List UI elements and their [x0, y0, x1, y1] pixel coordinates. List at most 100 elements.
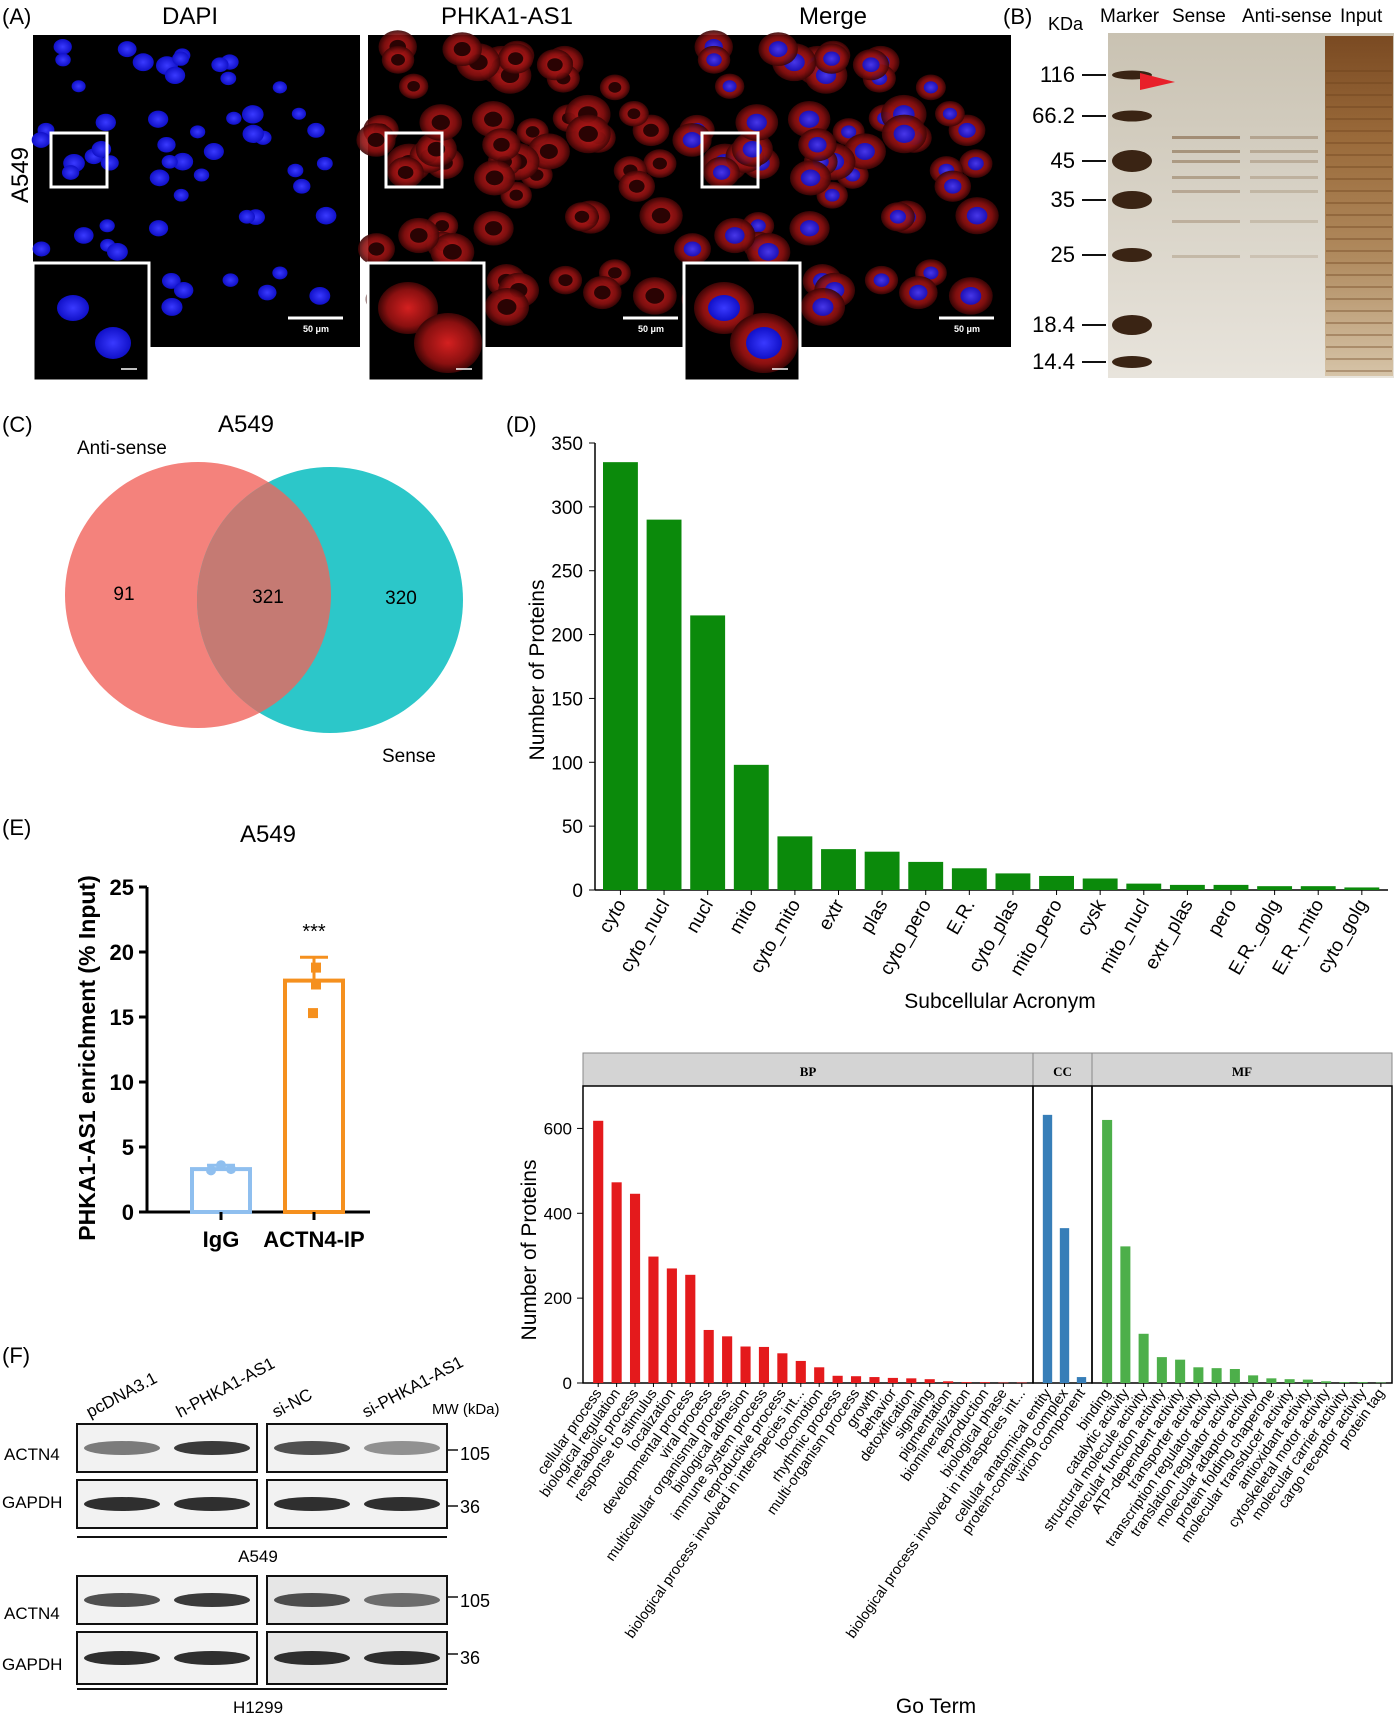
chart-e-significance: *** [302, 921, 326, 943]
go-bar [1076, 1377, 1087, 1383]
go-y-tick-label: 0 [563, 1374, 572, 1393]
panel-label-e: (E) [2, 815, 31, 840]
go-bar [1042, 1114, 1053, 1383]
cell-nucleus [967, 156, 984, 171]
gel-band-input [1326, 142, 1392, 144]
go-facet-label: CC [1053, 1064, 1072, 1079]
chart-e-y-tick-label: 0 [122, 1200, 134, 1225]
chart-d-bar [1300, 886, 1336, 890]
gel-band-input [1326, 214, 1392, 216]
gel-band-sample [1172, 176, 1240, 179]
cell-nucleus [706, 53, 722, 67]
cell-nucleus-dark [397, 165, 414, 179]
chart-d-bar [1213, 884, 1249, 890]
gel-band-input [1326, 82, 1392, 84]
western-band [364, 1497, 440, 1511]
inset-nucleus [95, 327, 131, 359]
cell-nucleus-dark [509, 189, 523, 201]
cell-nucleus-dark [651, 207, 671, 224]
wb-lane-si-nc: si-NC [269, 1385, 315, 1422]
gel-marker-label: 14.4 [1032, 349, 1075, 374]
cell-nucleus [923, 81, 939, 94]
cell-nucleus [958, 122, 976, 138]
cell-nucleus [315, 206, 337, 225]
cell-nucleus [841, 125, 857, 139]
cell-nucleus [683, 241, 702, 257]
cell-nucleus [942, 107, 958, 120]
lane-label-sense: Sense [1172, 6, 1226, 27]
cell-nucleus-dark [652, 157, 667, 170]
gel-band-input [1326, 250, 1392, 252]
cell-nucleus [862, 57, 880, 73]
go-facet-frame [1091, 1085, 1393, 1384]
wb-protein-actn4-a549: ACTN4 [4, 1445, 60, 1464]
go-bar [758, 1346, 770, 1383]
chart-d-bar [1039, 875, 1074, 890]
cell-nucleus [854, 142, 875, 161]
gel-band-sample [1250, 160, 1318, 163]
chart-e-title: A549 [240, 821, 296, 848]
cell-nucleus [909, 284, 928, 301]
go-bar [795, 1360, 806, 1383]
cell-nucleus [61, 165, 80, 180]
chart-d-y-tick-label: 300 [551, 498, 583, 519]
wb-mw-label: MW (kDa) [432, 1401, 500, 1418]
go-facet-label: MF [1232, 1064, 1252, 1079]
cell-nucleus [95, 113, 116, 132]
venn-label-sense: Sense [382, 746, 436, 767]
go-bar [869, 1377, 880, 1383]
micrograph-dapi: 50 μm [31, 35, 360, 383]
cell-nucleus-dark [608, 267, 622, 279]
cell-nucleus-dark [628, 179, 645, 193]
gel-band-input [1326, 322, 1392, 324]
go-bar [979, 1382, 991, 1383]
gel-band-sample [1172, 136, 1240, 139]
cell-nucleus [768, 41, 788, 58]
cell-nucleus-dark [484, 221, 503, 236]
cell-nucleus [172, 51, 190, 66]
cell-nucleus [220, 71, 237, 86]
gel-lane-input [1325, 36, 1393, 376]
go-bar [1339, 1382, 1350, 1383]
wb-mw-36-h1299: 36 [460, 1648, 480, 1668]
chart-e-y-tick-label: 15 [110, 1005, 134, 1030]
go-bar [814, 1367, 825, 1383]
lane-label-input: Input [1340, 6, 1383, 27]
go-bar [1302, 1379, 1313, 1383]
chart-e-y-tick-label: 25 [110, 875, 134, 900]
cell-nucleus [808, 136, 827, 153]
gel-band-input [1326, 94, 1392, 96]
venn-count-sense-only: 320 [385, 588, 417, 609]
gel-band-input [1326, 334, 1392, 336]
chart-d-y-tick-label: 200 [551, 626, 583, 647]
cell-nucleus [722, 80, 737, 93]
go-bar [740, 1346, 751, 1383]
cell-nucleus [211, 57, 229, 73]
western-band [274, 1441, 350, 1455]
cell-nucleus [712, 165, 731, 180]
gel-band-input [1326, 358, 1392, 360]
chart-d-bar [733, 764, 769, 890]
gel-band-marker [1112, 150, 1152, 172]
cell-nucleus [316, 156, 333, 171]
gel-band-input [1326, 130, 1392, 132]
panel-b-unit: KDa [1048, 14, 1084, 34]
cell-nucleus [173, 188, 189, 202]
chart-d-bar [1169, 884, 1205, 890]
chart-e-x-tick-label: IgG [203, 1227, 240, 1252]
cell-nucleus-dark [558, 274, 573, 287]
chart-e-y-tick-label: 20 [110, 940, 134, 965]
western-band [174, 1593, 250, 1607]
wb-cell-line-a549: A549 [238, 1547, 278, 1566]
chart-d-bar [864, 851, 900, 890]
gel-band-sample [1250, 150, 1318, 153]
go-bar [1357, 1382, 1368, 1383]
chart-e-y-tick-label: 10 [110, 1070, 134, 1095]
chart-d-y-tick-label: 150 [551, 689, 583, 710]
panel-label-f: (F) [2, 1343, 30, 1368]
cell-nucleus [100, 155, 119, 171]
chart-d-bar [821, 849, 856, 890]
chart-d-y-tick-label: 50 [562, 817, 583, 838]
